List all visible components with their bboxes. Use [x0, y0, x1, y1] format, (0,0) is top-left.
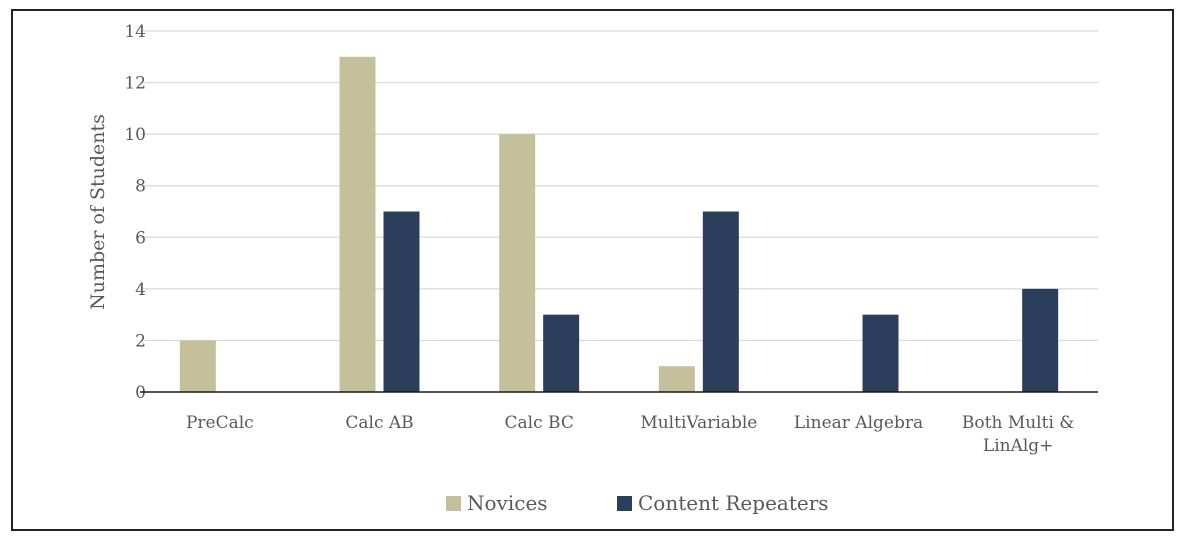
bar-content-repeaters — [383, 211, 420, 392]
y-tick-label: 2 — [135, 331, 146, 351]
bar-content-repeaters — [1022, 288, 1059, 392]
y-tick-label: 8 — [135, 177, 146, 197]
x-tick-label: Both Multi & — [962, 413, 1075, 433]
legend: Novices Content Repeaters — [446, 491, 829, 515]
y-axis-label: Number of Students — [87, 114, 109, 310]
bar-content-repeaters — [702, 211, 739, 392]
bar-content-repeaters — [543, 314, 580, 392]
bar-content-repeaters — [862, 314, 899, 392]
legend-swatch — [446, 496, 461, 511]
bar-novices — [179, 340, 216, 392]
legend-swatch — [617, 496, 632, 511]
y-tick-label: 12 — [124, 74, 146, 94]
x-tick-label: MultiVariable — [640, 413, 757, 433]
x-tick-label: Linear Algebra — [794, 413, 923, 433]
y-tick-label: 4 — [135, 280, 146, 300]
x-tick-label: Calc BC — [505, 413, 574, 433]
gridlines — [140, 30, 1098, 342]
y-tick-label: 10 — [124, 125, 146, 145]
y-tick-label: 14 — [124, 22, 146, 42]
y-tick-label: 6 — [135, 228, 146, 248]
axes: 0 2 4 6 8 10 12 14 PreCalc Calc AB Calc BC MultiVar… — [124, 22, 1098, 456]
bar-novices — [658, 366, 695, 392]
bars — [179, 56, 1059, 393]
x-tick-label: LinAlg+ — [983, 436, 1054, 456]
y-tick-label: 0 — [135, 383, 146, 403]
legend-label: Novices — [467, 491, 548, 515]
x-tick-label: Calc AB — [345, 413, 413, 433]
bar-novices — [499, 134, 536, 392]
x-tick-label: PreCalc — [186, 413, 254, 433]
chart-frame — [11, 9, 1174, 531]
legend-label: Content Repeaters — [638, 491, 829, 515]
bar-novices — [339, 56, 376, 393]
